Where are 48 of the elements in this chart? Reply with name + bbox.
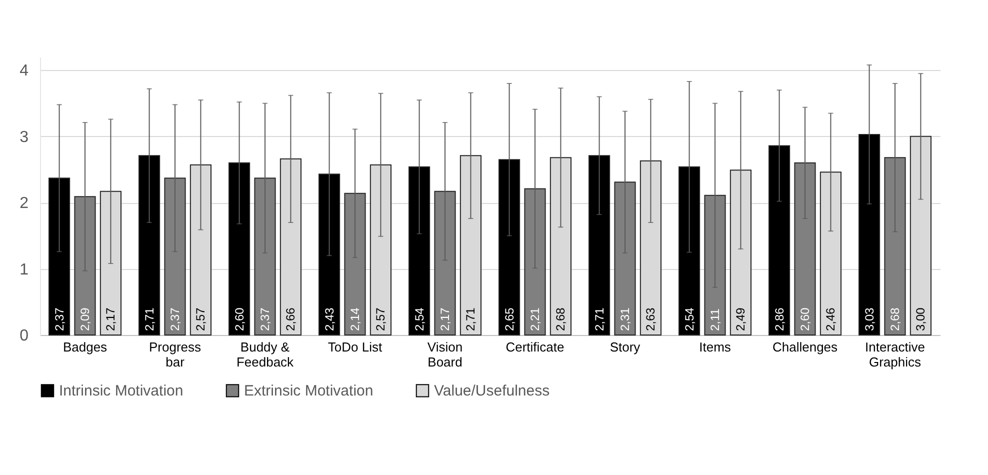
data-label: 2,31 [618,307,632,331]
data-label: 2,71 [142,307,156,331]
x-tick-label: Buddy & Feedback [236,340,294,370]
x-tick-label: Progress bar [148,340,202,370]
x-tick-label: Story [610,340,641,354]
y-tick-label: 4 [20,62,29,80]
x-tick-label: Items [699,340,732,354]
data-label: 3,03 [862,307,876,331]
data-label: 2,71 [592,307,606,331]
y-tick-label: 2 [20,195,29,212]
y-tick-label: 0 [20,328,29,344]
data-label: 2,54 [412,307,426,331]
data-label: 2,11 [708,308,722,331]
data-label: 2,37 [258,307,272,331]
data-label: 2,57 [194,307,208,331]
data-label: 2,43 [322,307,336,331]
x-tick-label: Badges [62,340,108,354]
data-label: 2,21 [528,307,542,331]
data-label: 2,60 [798,307,812,331]
data-label: 2,09 [78,307,92,331]
y-tick-label: 3 [20,128,29,146]
data-label: 3,00 [914,307,928,331]
data-label: 2,37 [168,307,182,331]
data-label: 2,49 [734,307,748,331]
data-label: 2,65 [502,307,516,331]
legend-label: Extrinsic Motivation [244,382,374,400]
data-label: 2,46 [824,307,838,331]
data-label: 2,63 [644,307,658,331]
data-label: 2,17 [438,307,452,331]
data-label: 2,68 [554,307,568,331]
x-tick-label: ToDo List [328,340,382,354]
data-label: 2,17 [104,307,118,331]
data-label: 2,68 [888,307,902,331]
data-label: 2,66 [284,307,298,331]
data-label: 2,37 [52,307,66,331]
data-label: 2,57 [374,307,388,331]
x-tick-label: Challenges [772,340,838,354]
x-tick-label: Vision Board [427,340,463,370]
legend-label: Value/Usefulness [434,382,550,400]
data-label: 2,14 [348,307,362,331]
data-label: 2,86 [772,307,786,331]
x-tick-label: Interactive Graphics [865,340,925,370]
data-label: 2,54 [682,307,696,331]
y-tick-label: 1 [20,261,29,278]
x-tick-label: Certificate [506,340,564,354]
data-label: 2,71 [464,307,478,331]
legend-label: Intrinsic Motivation [59,382,184,400]
data-label: 2,60 [232,307,246,331]
